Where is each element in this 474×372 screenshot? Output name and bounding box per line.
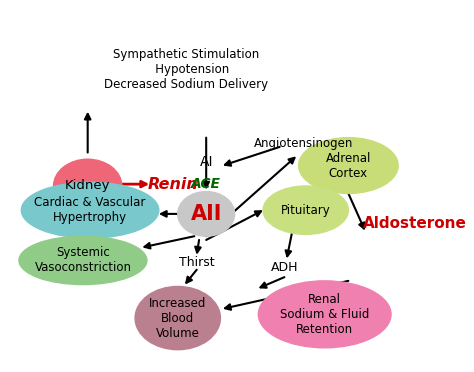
Text: Sympathetic Stimulation
   Hypotension
Decreased Sodium Delivery: Sympathetic Stimulation Hypotension Decr… <box>104 48 268 92</box>
Text: Systemic
Vasoconstriction: Systemic Vasoconstriction <box>35 246 131 275</box>
Text: Pituitary: Pituitary <box>281 204 330 217</box>
Text: Cardiac & Vascular
Hypertrophy: Cardiac & Vascular Hypertrophy <box>35 196 146 224</box>
Circle shape <box>54 159 122 213</box>
Text: Adrenal
Cortex: Adrenal Cortex <box>326 151 371 180</box>
Ellipse shape <box>19 236 147 285</box>
Text: AII: AII <box>191 204 222 224</box>
Text: ADH: ADH <box>271 262 298 274</box>
Text: Increased
Blood
Volume: Increased Blood Volume <box>149 296 207 340</box>
Ellipse shape <box>299 138 398 193</box>
Text: ACE: ACE <box>191 177 221 191</box>
Text: Angiotensinogen: Angiotensinogen <box>254 137 353 150</box>
Text: Renin: Renin <box>147 177 199 192</box>
Ellipse shape <box>135 286 220 350</box>
Text: Kidney: Kidney <box>65 180 110 192</box>
Text: Renal
Sodium & Fluid
Retention: Renal Sodium & Fluid Retention <box>280 293 369 336</box>
Ellipse shape <box>258 281 391 348</box>
Ellipse shape <box>21 182 159 238</box>
Text: Thirst: Thirst <box>179 256 215 269</box>
Ellipse shape <box>263 186 348 234</box>
Circle shape <box>178 192 235 236</box>
Text: AI: AI <box>200 155 213 169</box>
Text: Aldosterone: Aldosterone <box>363 216 467 231</box>
